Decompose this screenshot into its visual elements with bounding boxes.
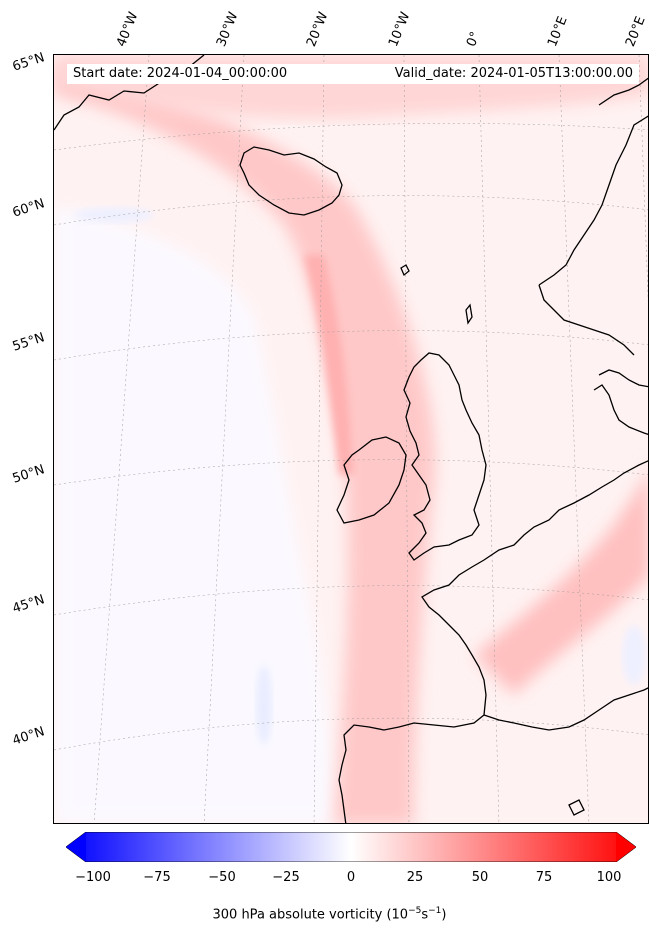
cbar-tick: −100	[75, 870, 111, 885]
iberia-coast	[338, 714, 485, 823]
lat-label-55n: 55°N	[10, 330, 47, 355]
cbar-tick: −50	[208, 870, 236, 885]
lat-label-40n: 40°N	[10, 724, 47, 749]
cbar-tick: 50	[471, 870, 489, 885]
graticule	[54, 55, 648, 823]
lat-label-65n: 65°N	[10, 50, 47, 75]
cbar-tick: −25	[272, 870, 300, 885]
norway-coast	[538, 77, 648, 356]
colorbar-min-extend	[66, 832, 86, 862]
vorticity-field	[54, 55, 648, 823]
lat-label-45n: 45°N	[10, 592, 47, 617]
blue-patch	[74, 207, 154, 223]
lon-label-30w: 30°W	[214, 10, 242, 49]
blue-patch	[256, 665, 272, 745]
shetland-coast	[465, 303, 473, 325]
ireland-coast	[336, 436, 407, 524]
balearic-coast	[568, 799, 585, 816]
blue-patch	[622, 625, 646, 685]
colorbar-title: 300 hPa absolute vorticity (10−5s−1)	[212, 906, 447, 923]
lon-label-40w: 40°W	[114, 10, 142, 49]
great-britain-coast	[403, 352, 487, 561]
cbar-tick: 75	[535, 870, 553, 885]
colorbar-body	[66, 832, 636, 862]
faroes-coast	[400, 264, 410, 277]
lon-label-10w: 10°W	[386, 10, 414, 49]
east-band	[474, 467, 648, 695]
biscay-coast	[483, 687, 648, 731]
cbar-tick: 25	[406, 870, 424, 885]
start-date-label: Start date: 2024-01-04_00:00:00	[67, 64, 369, 84]
lat-label-60n: 60°N	[10, 196, 47, 221]
cbar-tick: 0	[346, 870, 356, 885]
scandinavia-coast	[593, 369, 648, 436]
france-coast	[421, 460, 648, 716]
iceland-coast	[239, 146, 343, 216]
lon-label-0: 0°	[464, 29, 484, 49]
map-panel	[53, 54, 649, 824]
jet-core	[304, 255, 354, 475]
lon-label-20e: 20°E	[623, 14, 649, 49]
jet-band	[54, 65, 436, 823]
lon-label-20w: 20°W	[304, 10, 332, 49]
colorbar	[66, 832, 636, 862]
lon-label-10e: 10°E	[545, 14, 571, 49]
coastlines	[54, 55, 648, 823]
colorbar-max-extend	[616, 832, 636, 862]
cbar-tick: −75	[143, 870, 171, 885]
cbar-tick: 100	[596, 870, 622, 885]
valid-date-label: Valid_date: 2024-01-05T13:00:00.00	[363, 64, 639, 84]
lat-label-50n: 50°N	[10, 462, 47, 487]
